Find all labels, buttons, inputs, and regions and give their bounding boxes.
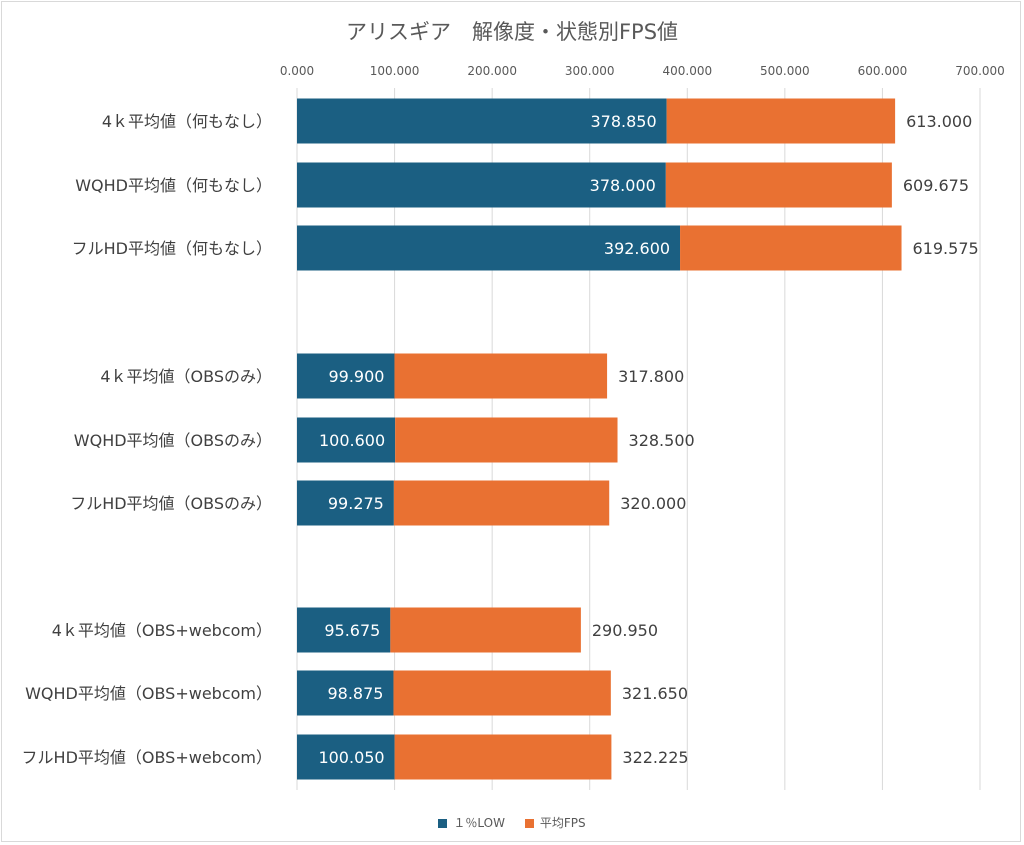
bar-avg-fps: [390, 607, 581, 653]
bar-1pct-low: [297, 353, 395, 399]
data-label-1pct-low: 98.875: [327, 684, 383, 703]
x-tick-label: 500.000: [760, 64, 810, 78]
bar-avg-fps: [394, 353, 608, 399]
legend-swatch-1pct-low: [438, 819, 448, 828]
bar-1pct-low: [297, 607, 391, 653]
data-label-1pct-low: 99.275: [328, 494, 384, 513]
chart-title: アリスギア 解像度・状態別FPS値: [345, 20, 679, 44]
data-label-avg-fps: 317.800: [618, 367, 684, 386]
category-label: 4ｋ平均値（OBSのみ）: [100, 367, 272, 386]
bar-avg-fps: [393, 670, 611, 716]
bar-avg-fps: [394, 734, 612, 780]
data-label-1pct-low: 378.000: [590, 176, 656, 195]
bar-1pct-low: [297, 480, 394, 526]
data-label-1pct-low: 95.675: [324, 621, 380, 640]
category-label: フルHD平均値（OBS+webcom）: [22, 748, 272, 767]
category-label: フルHD平均値（何もなし）: [72, 239, 272, 258]
legend: １％LOW 平均FPS: [0, 814, 1024, 831]
legend-item-1pct-low: １％LOW: [438, 814, 505, 831]
bar-avg-fps: [666, 98, 896, 144]
x-tick-label: 400.000: [662, 64, 712, 78]
bar-1pct-low: [297, 98, 667, 144]
x-tick-label: 700.000: [955, 64, 1005, 78]
x-tick-label: 600.000: [858, 64, 908, 78]
legend-label-1pct-low: １％LOW: [453, 816, 505, 830]
data-label-1pct-low: 100.600: [319, 431, 385, 450]
legend-item-avg-fps: 平均FPS: [524, 814, 586, 831]
data-label-avg-fps: 328.500: [629, 431, 695, 450]
data-label-1pct-low: 392.600: [604, 239, 670, 258]
bar-avg-fps: [395, 417, 618, 463]
data-label-avg-fps: 613.000: [906, 112, 972, 131]
data-label-avg-fps: 609.675: [903, 176, 969, 195]
data-label-1pct-low: 100.050: [318, 748, 384, 767]
legend-swatch-avg-fps: [524, 819, 534, 828]
bar-avg-fps: [393, 480, 610, 526]
bar-1pct-low: [297, 734, 395, 780]
category-label: WQHD平均値（OBS+webcom）: [25, 684, 272, 703]
bar-1pct-low: [297, 162, 666, 208]
legend-label-avg-fps: 平均FPS: [539, 816, 586, 830]
category-label: 4ｋ平均値（何もなし）: [102, 112, 272, 131]
data-label-avg-fps: 290.950: [592, 621, 658, 640]
data-label-avg-fps: 321.650: [622, 684, 688, 703]
data-label-avg-fps: 322.225: [622, 748, 688, 767]
data-label-1pct-low: 378.850: [590, 112, 656, 131]
x-tick-label: 0.000: [280, 64, 314, 78]
category-label: 4ｋ平均値（OBS+webcom）: [52, 621, 272, 640]
x-tick-label: 200.000: [467, 64, 517, 78]
data-label-avg-fps: 619.575: [913, 239, 979, 258]
bar-1pct-low: [297, 670, 394, 716]
category-label: フルHD平均値（OBSのみ）: [70, 494, 272, 513]
category-label: WQHD平均値（何もなし）: [75, 176, 272, 195]
data-label-avg-fps: 320.000: [620, 494, 686, 513]
bar-avg-fps: [665, 162, 892, 208]
data-label-1pct-low: 99.900: [328, 367, 384, 386]
x-tick-label: 300.000: [565, 64, 615, 78]
bar-1pct-low: [297, 417, 396, 463]
x-tick-label: 100.000: [370, 64, 420, 78]
bar-avg-fps: [680, 225, 902, 271]
category-label: WQHD平均値（OBSのみ）: [74, 431, 272, 450]
bar-1pct-low: [297, 225, 681, 271]
